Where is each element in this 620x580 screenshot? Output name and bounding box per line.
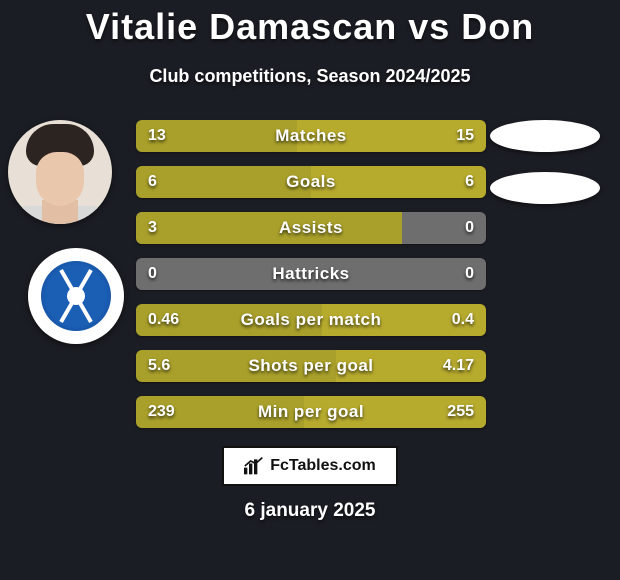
chart-icon bbox=[244, 457, 264, 475]
date-text: 6 january 2025 bbox=[0, 500, 620, 522]
stat-row: 00Hattricks bbox=[136, 258, 486, 290]
page-subtitle: Club competitions, Season 2024/2025 bbox=[0, 66, 620, 87]
stat-row: 30Assists bbox=[136, 212, 486, 244]
brand-badge: FcTables.com bbox=[222, 446, 398, 486]
player-avatar bbox=[8, 120, 112, 224]
club-badge bbox=[28, 248, 124, 344]
stats-bars: 1315Matches 66Goals 30Assists 00Hattricks 0.… bbox=[136, 120, 486, 442]
opponent-oval-2 bbox=[490, 172, 600, 204]
avatar-column bbox=[8, 120, 128, 344]
stat-label: Hattricks bbox=[136, 258, 486, 290]
stat-label: Matches bbox=[136, 120, 486, 152]
stat-label: Min per goal bbox=[136, 396, 486, 428]
stat-row: 66Goals bbox=[136, 166, 486, 198]
stat-row: 0.460.4Goals per match bbox=[136, 304, 486, 336]
opponent-column bbox=[490, 120, 600, 224]
stat-label: Assists bbox=[136, 212, 486, 244]
brand-text: FcTables.com bbox=[270, 457, 376, 475]
stat-label: Shots per goal bbox=[136, 350, 486, 382]
stat-row: 5.64.17Shots per goal bbox=[136, 350, 486, 382]
opponent-oval-1 bbox=[490, 120, 600, 152]
stat-label: Goals bbox=[136, 166, 486, 198]
stat-label: Goals per match bbox=[136, 304, 486, 336]
page-title: Vitalie Damascan vs Don bbox=[0, 0, 620, 48]
stat-row: 1315Matches bbox=[136, 120, 486, 152]
stat-row: 239255Min per goal bbox=[136, 396, 486, 428]
